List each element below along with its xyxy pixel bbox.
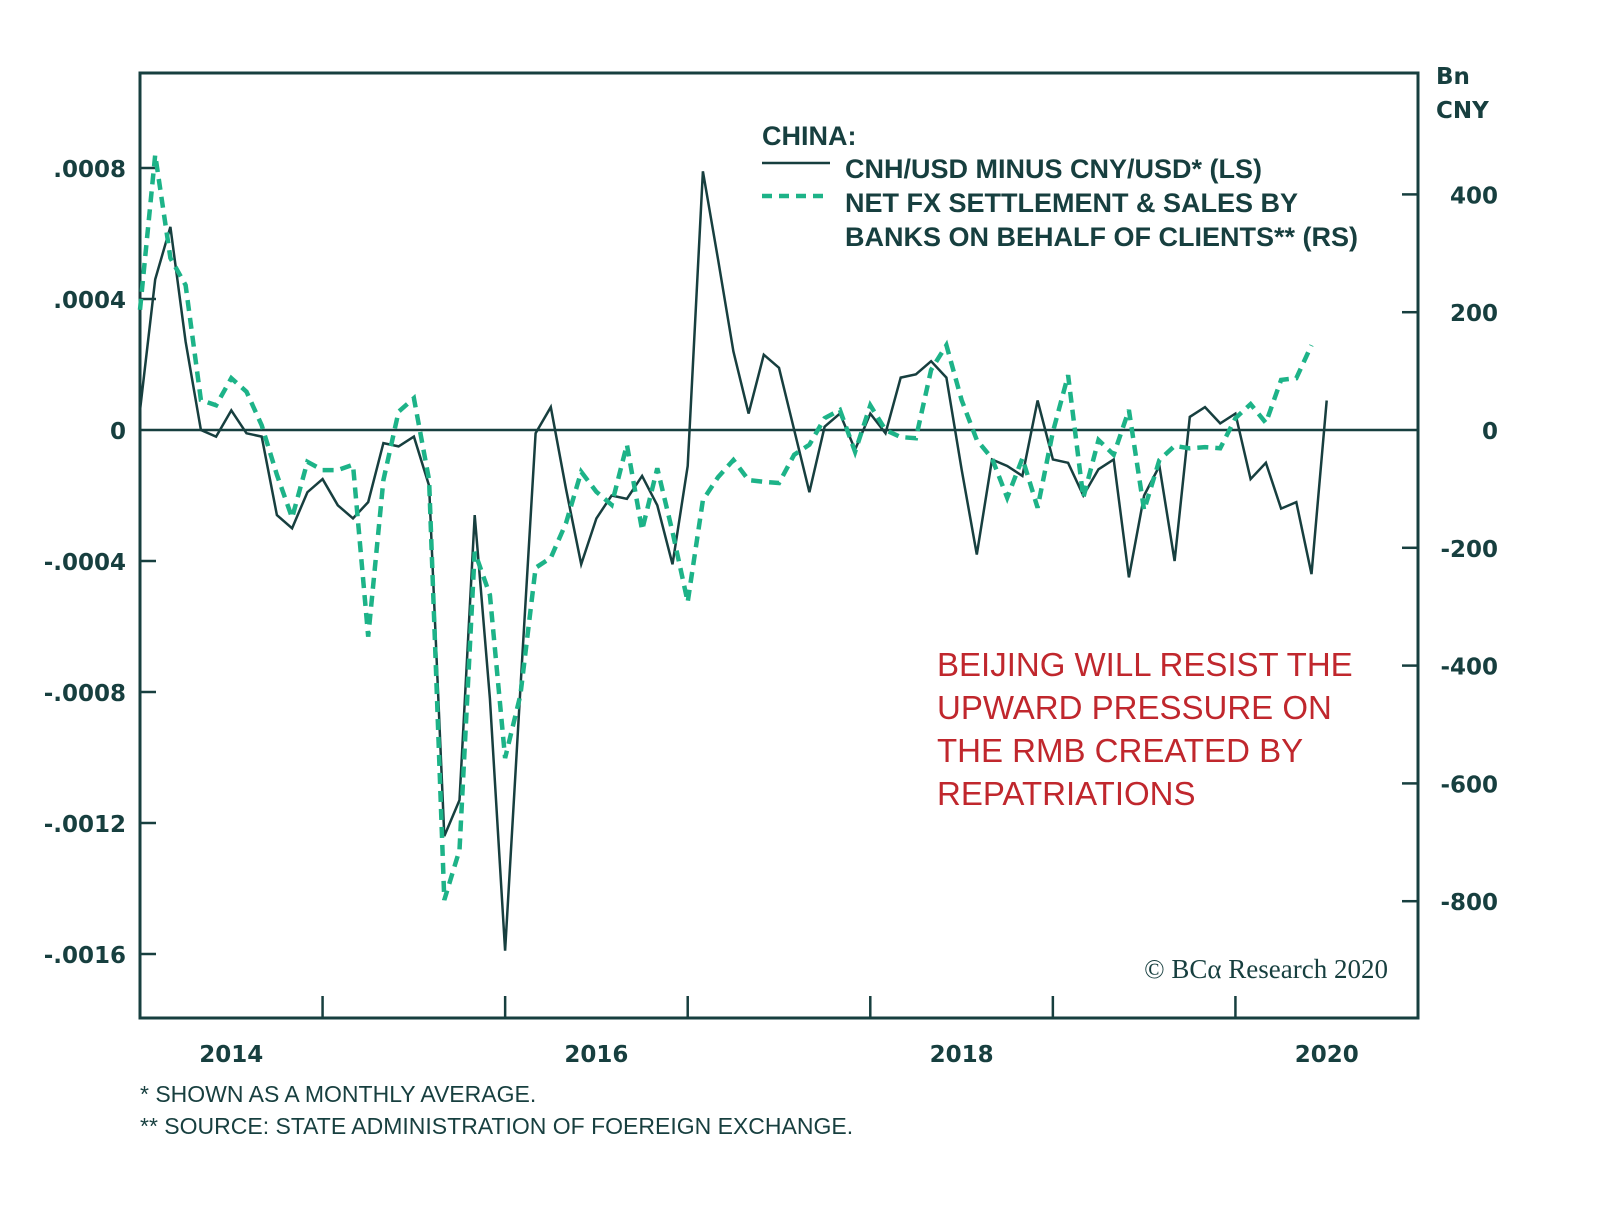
annotation: BEIJING WILL RESIST THE UPWARD PRESSURE … [937,646,1353,812]
left-tick-label: -.0004 [44,550,126,576]
left-tick-label: -.0012 [44,812,126,838]
left-tick-label: -.0016 [44,943,126,969]
annotation-line-3: THE RMB CREATED BY [937,732,1303,769]
x-tick-label: 2014 [199,1042,263,1068]
right-tick-label: 200 [1450,301,1498,327]
annotation-line-1: BEIJING WILL RESIST THE [937,646,1353,683]
copyright: © BCα Research 2020 [1144,954,1388,984]
series-group [137,154,1328,951]
right-tick-label: -200 [1440,537,1498,563]
right-tick-label: 400 [1450,183,1498,209]
left-axis: .0008 .0004 0 -.0004 -.0008 -.0012 -.0016 [44,157,156,969]
left-tick-label: .0008 [53,157,126,183]
right-axis-unit-bn: Bn [1436,64,1470,90]
legend: CHINA: CNH/USD MINUS CNY/USD* (LS) NET F… [762,121,1358,252]
x-tick-label: 2020 [1295,1042,1359,1068]
x-axis: 2014 2016 2018 2020 [199,996,1359,1068]
legend-entry-fx-line1: NET FX SETTLEMENT & SALES BY [845,188,1298,218]
legend-heading: CHINA: [762,121,857,151]
right-tick-label: -800 [1440,890,1498,916]
footnote-2: ** SOURCE: STATE ADMINISTRATION OF FOERE… [140,1113,853,1139]
footnote-1: * SHOWN AS A MONTHLY AVERAGE. [140,1081,536,1107]
legend-entry-cnh: CNH/USD MINUS CNY/USD* (LS) [845,154,1262,184]
x-tick-label: 2018 [930,1042,994,1068]
legend-entry-fx-line2: BANKS ON BEHALF OF CLIENTS** (RS) [845,222,1358,252]
right-axis-unit-cny: CNY [1436,98,1489,124]
plot-frame [138,71,1420,1020]
left-tick-label: .0004 [53,288,126,314]
right-tick-label: -400 [1440,655,1498,681]
left-tick-label: -.0008 [44,681,126,707]
x-tick-label: 2016 [564,1042,628,1068]
left-tick-label: 0 [110,419,126,445]
annotation-line-4: REPATRIATIONS [937,775,1196,812]
series-line-cnh-minus-cny [138,171,1328,951]
right-tick-label: 0 [1482,419,1498,445]
right-axis: 400 200 0 -200 -400 -600 -800 [1402,183,1498,916]
right-tick-label: -600 [1440,772,1498,798]
annotation-line-2: UPWARD PRESSURE ON [937,689,1332,726]
